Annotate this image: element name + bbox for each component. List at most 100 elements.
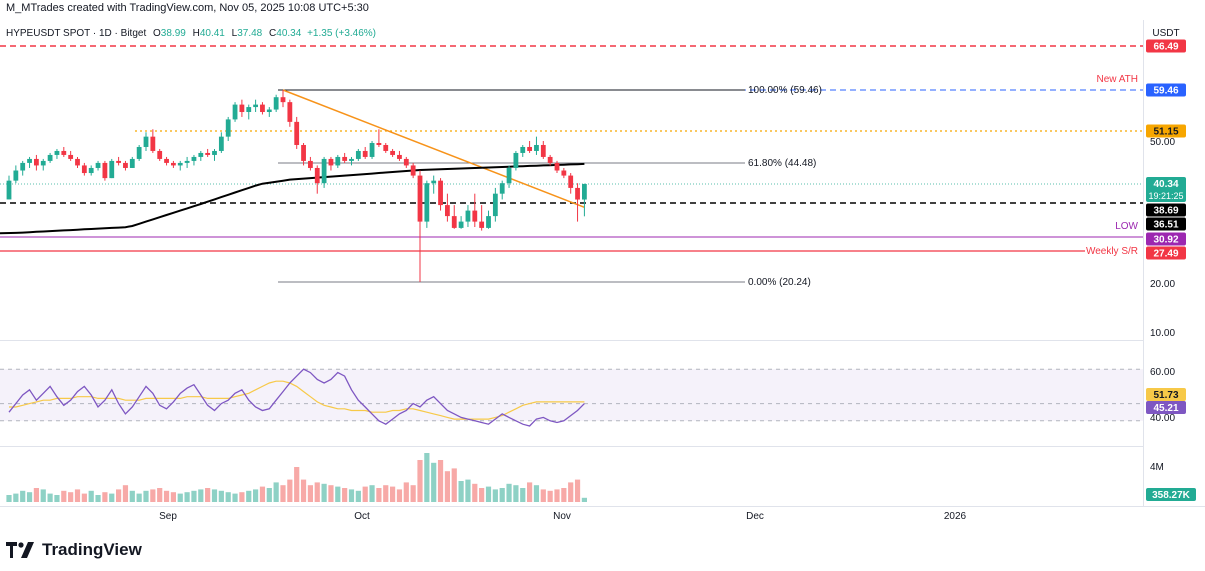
volume-bar[interactable] xyxy=(472,483,478,502)
volume-bar[interactable] xyxy=(485,486,492,502)
candle-body[interactable] xyxy=(150,136,156,151)
volume-bar[interactable] xyxy=(335,486,341,502)
candle-body[interactable] xyxy=(534,144,539,151)
volume-bar[interactable] xyxy=(157,488,163,502)
candle-body[interactable] xyxy=(492,193,498,217)
candle-body[interactable] xyxy=(164,158,169,163)
volume-bar[interactable] xyxy=(239,492,245,502)
volume-bar[interactable] xyxy=(417,460,423,502)
volume-bar[interactable] xyxy=(390,486,396,502)
candle-body[interactable] xyxy=(328,158,334,166)
volume-bar[interactable] xyxy=(437,460,444,502)
candle-body[interactable] xyxy=(342,156,348,161)
volume-bar[interactable] xyxy=(533,485,540,502)
volume-bar[interactable] xyxy=(218,490,224,502)
candle-body[interactable] xyxy=(465,210,471,222)
candle-body[interactable] xyxy=(136,146,142,159)
candle-body[interactable] xyxy=(6,180,12,200)
candle-body[interactable] xyxy=(568,175,574,188)
candle-body[interactable] xyxy=(280,97,286,103)
candle-body[interactable] xyxy=(547,156,553,163)
volume-bar[interactable] xyxy=(211,489,218,502)
volume-bar[interactable] xyxy=(122,485,129,502)
candle-body[interactable] xyxy=(451,216,457,228)
volume-bar[interactable] xyxy=(499,488,505,502)
candle-body[interactable] xyxy=(54,150,60,155)
volume-bar[interactable] xyxy=(321,483,327,502)
candle-body[interactable] xyxy=(177,162,183,166)
volume-bar[interactable] xyxy=(170,492,176,502)
volume-bar[interactable] xyxy=(68,492,74,502)
volume-bar[interactable] xyxy=(403,482,409,502)
volume-bar[interactable] xyxy=(383,485,389,502)
candle-body[interactable] xyxy=(81,165,87,174)
candle-body[interactable] xyxy=(212,150,217,155)
candle-body[interactable] xyxy=(75,158,80,166)
candle-body[interactable] xyxy=(335,156,341,166)
volume-bar[interactable] xyxy=(287,479,293,502)
candle-body[interactable] xyxy=(376,142,382,145)
candle-body[interactable] xyxy=(109,160,115,179)
candle-body[interactable] xyxy=(205,152,211,155)
candle-body[interactable] xyxy=(191,156,197,161)
candle-body[interactable] xyxy=(540,144,546,157)
volume-bar[interactable] xyxy=(479,488,485,502)
volume-bar[interactable] xyxy=(47,493,53,502)
volume-bar[interactable] xyxy=(307,485,313,502)
volume-bar[interactable] xyxy=(342,488,348,502)
volume-bar[interactable] xyxy=(554,489,560,502)
volume-bar[interactable] xyxy=(513,485,519,502)
candle-body[interactable] xyxy=(403,158,409,166)
volume-bar[interactable] xyxy=(13,493,19,502)
candle-body[interactable] xyxy=(486,216,491,228)
downtrend-line[interactable] xyxy=(282,89,585,208)
volume-bar[interactable] xyxy=(376,488,382,502)
candle-body[interactable] xyxy=(260,104,265,113)
candle-body[interactable] xyxy=(472,210,478,222)
volume-bar[interactable] xyxy=(465,479,471,502)
volume-bar[interactable] xyxy=(61,490,67,502)
candle-body[interactable] xyxy=(123,162,128,168)
volume-bar[interactable] xyxy=(191,490,197,502)
candle-body[interactable] xyxy=(157,150,163,159)
volume-bar[interactable] xyxy=(396,489,403,502)
candle-body[interactable] xyxy=(239,104,245,113)
candle-body[interactable] xyxy=(68,154,74,159)
volume-bar[interactable] xyxy=(300,479,307,502)
volume-bar[interactable] xyxy=(54,495,60,502)
volume-bar[interactable] xyxy=(294,467,300,502)
volume-bar[interactable] xyxy=(102,492,108,502)
volume-bar[interactable] xyxy=(33,488,39,502)
volume-bar[interactable] xyxy=(328,485,334,502)
candle-body[interactable] xyxy=(520,146,526,153)
candle-body[interactable] xyxy=(369,142,375,157)
candle-body[interactable] xyxy=(349,158,354,161)
candle-body[interactable] xyxy=(554,162,560,171)
pane-divider[interactable] xyxy=(0,340,1143,341)
candle-body[interactable] xyxy=(582,184,587,200)
volume-bar[interactable] xyxy=(150,489,156,502)
volume-bar[interactable] xyxy=(163,490,170,502)
candle-body[interactable] xyxy=(218,136,224,151)
volume-bar[interactable] xyxy=(40,489,46,502)
volume-bar[interactable] xyxy=(95,495,101,502)
volume-bar[interactable] xyxy=(177,493,183,502)
candle-body[interactable] xyxy=(575,187,580,200)
volume-bar[interactable] xyxy=(198,489,204,502)
ema-200-line[interactable] xyxy=(0,162,585,235)
volume-bar[interactable] xyxy=(143,490,149,502)
rsi-ma-line[interactable] xyxy=(9,380,585,420)
volume-bar[interactable] xyxy=(6,495,12,502)
candle-body[interactable] xyxy=(321,158,327,184)
candle-body[interactable] xyxy=(308,160,313,168)
volume-bar[interactable] xyxy=(280,485,286,502)
volume-bar[interactable] xyxy=(581,497,587,502)
volume-bar[interactable] xyxy=(540,489,546,502)
volume-bar[interactable] xyxy=(81,493,87,502)
candle-body[interactable] xyxy=(287,102,293,122)
volume-bar[interactable] xyxy=(362,486,368,502)
volume-bar[interactable] xyxy=(20,490,26,502)
candle-body[interactable] xyxy=(61,150,67,155)
candle-body[interactable] xyxy=(88,167,94,174)
